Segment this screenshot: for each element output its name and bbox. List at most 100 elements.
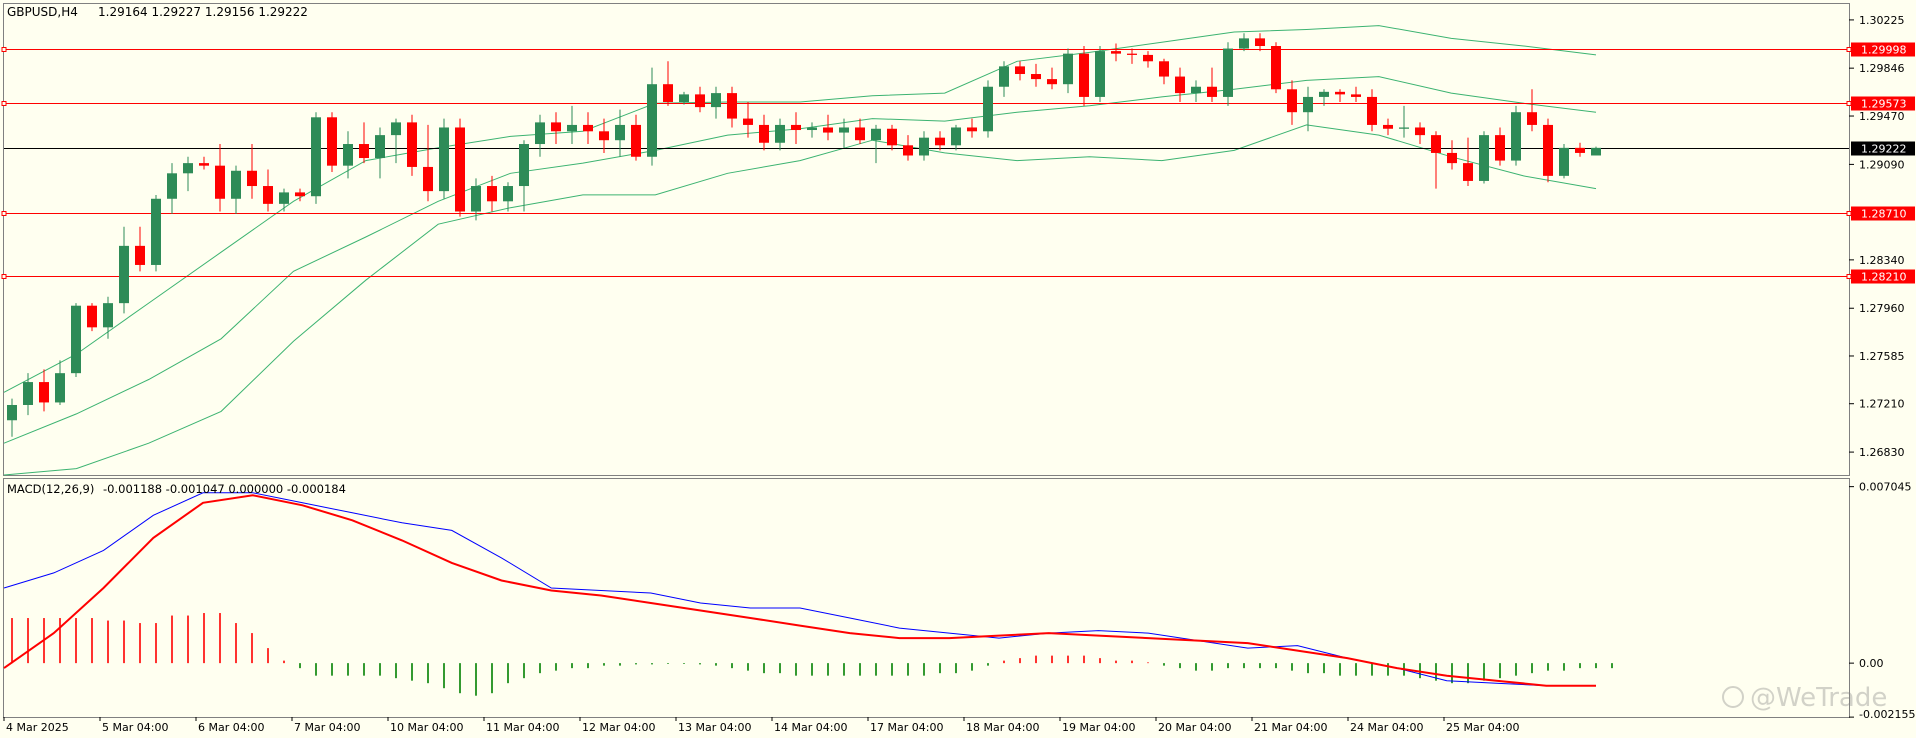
- candle-body: [695, 94, 705, 108]
- candle-body: [903, 145, 913, 156]
- candle-body: [439, 127, 449, 192]
- level-price-label: 1.29998: [1861, 44, 1907, 57]
- ohlc-values: 1.29164 1.29227 1.29156 1.29222: [98, 5, 308, 19]
- candle-body: [935, 137, 945, 146]
- candle-body: [551, 122, 561, 132]
- candle-body: [791, 124, 801, 131]
- candle-body: [519, 144, 529, 187]
- macd-line: [3, 492, 1596, 687]
- time-tick-label: 21 Mar 04:00: [1254, 721, 1327, 734]
- candle-body: [919, 137, 929, 156]
- candle-body: [583, 124, 593, 132]
- macd-tick-label: 0.00: [1859, 657, 1884, 670]
- candle-body: [999, 66, 1009, 87]
- candle-body: [1271, 46, 1281, 90]
- candle-body: [183, 163, 193, 174]
- candle-body: [471, 186, 481, 212]
- candle-body: [1111, 51, 1121, 54]
- level-price-tag: [1851, 269, 1915, 284]
- candle-body: [7, 404, 17, 421]
- watermark-text: @WeTrade: [1750, 683, 1887, 713]
- candle-body: [567, 124, 577, 132]
- time-tick-label: 17 Mar 04:00: [870, 721, 943, 734]
- candle-body: [1143, 54, 1153, 62]
- candle-body: [1543, 124, 1553, 176]
- candle-body: [615, 124, 625, 141]
- price-tick-label: 1.29470: [1859, 110, 1905, 123]
- candle-body: [503, 186, 513, 202]
- candle-body: [1479, 135, 1489, 181]
- price-tick-label: 1.27210: [1859, 398, 1905, 411]
- candle-body: [1239, 38, 1249, 49]
- candle-body: [1015, 66, 1025, 75]
- candle-body: [279, 192, 289, 204]
- candle-body: [1207, 86, 1217, 97]
- candle-body: [167, 173, 177, 199]
- time-tick-label: 10 Mar 04:00: [390, 721, 463, 734]
- price-tick-label: 1.27585: [1859, 350, 1905, 363]
- candle-body: [1175, 76, 1185, 94]
- level-price-tag: [1851, 42, 1915, 57]
- candle-body: [647, 84, 657, 157]
- candle-body: [247, 170, 257, 187]
- macd-tick-label: -0.002155: [1859, 708, 1915, 721]
- candle-body: [1431, 135, 1441, 153]
- level-price-label: 1.28210: [1861, 271, 1907, 284]
- time-tick-label: 19 Mar 04:00: [1062, 721, 1135, 734]
- candle-body: [1559, 147, 1569, 176]
- watermark: @WeTrade: [1722, 683, 1887, 713]
- candle-body: [871, 128, 881, 141]
- level-handle-right: [1846, 211, 1852, 216]
- candle-body: [775, 124, 785, 143]
- candle-body: [807, 127, 817, 131]
- candle-body: [71, 305, 81, 374]
- candle-body: [1367, 96, 1377, 125]
- macd-tick-label: 0.007045: [1859, 481, 1912, 494]
- candle-body: [1351, 94, 1361, 97]
- candle-body: [1255, 38, 1265, 47]
- candle-body: [1335, 91, 1345, 95]
- candle-body: [839, 127, 849, 133]
- band-lower-line: [3, 124, 1597, 476]
- watermark-logo-icon: [1722, 686, 1744, 708]
- price-pane[interactable]: [3, 3, 1850, 476]
- candle-body: [1383, 124, 1393, 129]
- candle-body: [535, 122, 545, 145]
- level-handle-left: [1, 101, 7, 106]
- level-price-tag: [1851, 206, 1915, 221]
- time-tick-label: 25 Mar 04:00: [1446, 721, 1519, 734]
- candle-body: [199, 163, 209, 166]
- candle-body: [423, 166, 433, 192]
- candle-body: [1527, 112, 1537, 125]
- macd-histogram: [11, 613, 1613, 696]
- time-tick-label: 12 Mar 04:00: [582, 721, 655, 734]
- macd-values-label: -0.001188 -0.001047 0.000000 -0.000184: [103, 482, 346, 496]
- candle-body: [711, 93, 721, 108]
- candle-body: [1223, 48, 1233, 97]
- candle-body: [1591, 147, 1601, 156]
- candle-body: [311, 117, 321, 197]
- candle-body: [119, 245, 129, 304]
- candle-body: [1415, 127, 1425, 136]
- price-tick-label: 1.27960: [1859, 302, 1905, 315]
- candle-body: [1447, 152, 1457, 164]
- macd-pane[interactable]: [3, 478, 1850, 718]
- current-price-tag: [1851, 141, 1915, 156]
- time-tick-label: 24 Mar 04:00: [1350, 721, 1423, 734]
- time-tick-label: 11 Mar 04:00: [486, 721, 559, 734]
- level-handle-left: [1, 211, 7, 216]
- candle-body: [215, 165, 225, 199]
- level-price-label: 1.28710: [1861, 208, 1907, 221]
- macd-axis: 0.007045 0.00 -0.002155: [1849, 481, 1915, 721]
- candle-body: [1495, 135, 1505, 161]
- price-axis: 1.29998 1.29573 1.28710 1.28210 1.29222 1.302…: [1849, 14, 1915, 459]
- time-tick-label: 13 Mar 04:00: [678, 721, 751, 734]
- candle-body: [391, 122, 401, 136]
- candle-body: [855, 127, 865, 141]
- candle-body: [1063, 53, 1073, 85]
- price-tick-label: 1.28340: [1859, 254, 1905, 267]
- candle-body: [1079, 53, 1089, 97]
- candle-body: [39, 382, 49, 403]
- candle-body: [231, 170, 241, 199]
